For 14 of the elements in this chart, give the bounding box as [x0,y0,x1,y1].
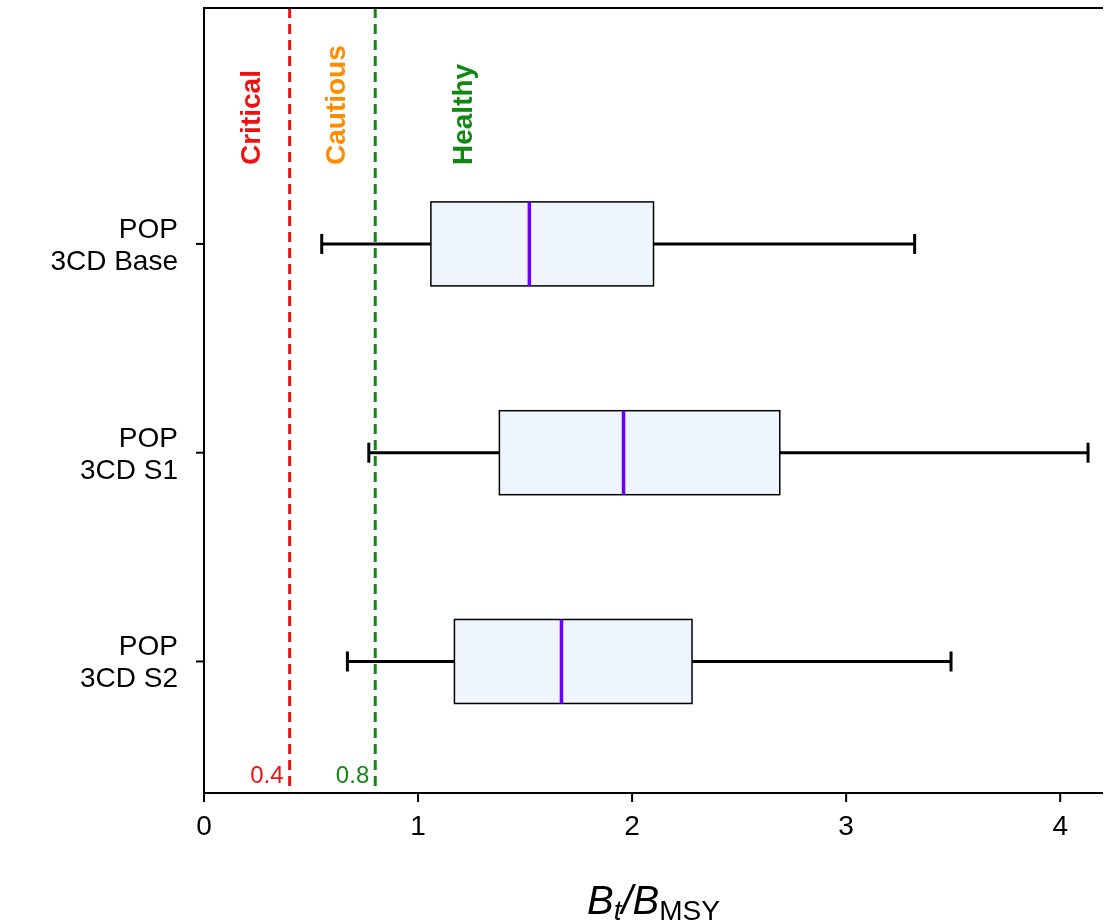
y-tick-label: POP 3CD S1 [79,421,178,485]
annotation: Critical [234,70,266,165]
x-tick-label: 1 [410,810,426,841]
x-tick-label: 3 [838,810,854,841]
x-tick-label: 4 [1052,810,1068,841]
y-tick-label: POP 3CD S2 [79,630,178,694]
annotation: Healthy [447,63,479,165]
x-tick-label: 2 [624,810,640,841]
y-tick-label: POP 3CD Base [50,212,178,276]
annotation: Cautious [320,45,352,165]
ref-line-label: 0.4 [250,761,284,788]
x-axis-title: B$_{t}$/B$_{MSY}$ [587,878,721,924]
ref-line-label: 0.8 [335,761,370,788]
x-tick-label: 0 [196,810,212,841]
